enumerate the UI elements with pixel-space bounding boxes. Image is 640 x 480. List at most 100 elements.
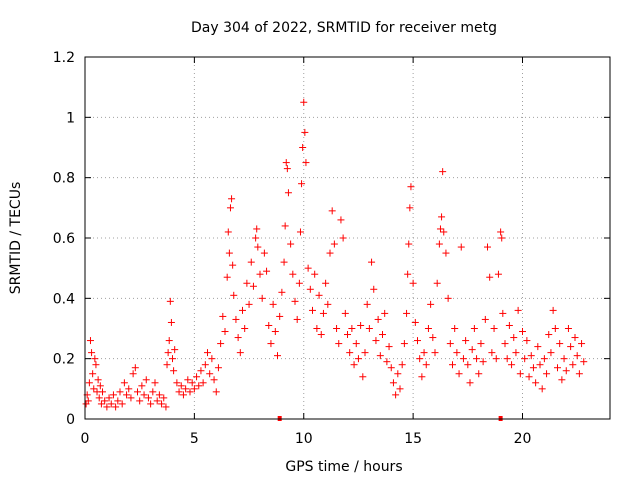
x-tick-label: 5: [190, 431, 199, 447]
data-point: [549, 306, 557, 314]
data-point: [212, 388, 220, 396]
data-point: [103, 403, 111, 411]
data-point: [289, 270, 297, 278]
data-point: [147, 400, 155, 408]
data-point: [171, 346, 179, 354]
data-point: [85, 379, 93, 387]
data-point: [433, 279, 441, 287]
x-tick-label: 10: [295, 431, 313, 447]
data-point: [253, 225, 261, 233]
data-point: [228, 195, 236, 203]
data-point: [551, 325, 559, 332]
data-point: [120, 379, 128, 387]
data-point: [142, 376, 150, 384]
data-point: [131, 364, 139, 372]
data-point: [505, 321, 513, 329]
data-point: [406, 204, 414, 212]
data-point: [300, 98, 308, 106]
data-point: [134, 388, 141, 396]
data-point: [129, 370, 137, 378]
data-point: [431, 349, 439, 357]
data-point: [206, 370, 214, 378]
data-point: [179, 391, 187, 399]
data-point: [374, 315, 382, 323]
data-point: [394, 370, 402, 378]
data-point: [136, 397, 144, 405]
data-point: [442, 249, 450, 257]
data-point: [224, 228, 232, 236]
data-point: [481, 315, 489, 323]
data-point: [249, 282, 257, 290]
data-point: [201, 361, 209, 369]
data-point: [243, 279, 251, 287]
data-point: [521, 355, 529, 363]
data-point: [265, 321, 273, 329]
data-point: [405, 240, 413, 248]
data-point: [219, 312, 227, 320]
data-point: [144, 394, 152, 402]
data-point: [298, 180, 306, 188]
data-point: [296, 228, 304, 236]
data-point: [451, 325, 459, 332]
data-point: [95, 394, 103, 402]
data-point: [97, 400, 105, 408]
data-point: [503, 355, 511, 363]
data-point: [123, 391, 131, 399]
data-point: [153, 397, 161, 405]
data-point: [88, 349, 96, 357]
data-point: [258, 294, 266, 302]
data-point: [221, 328, 229, 336]
data-point: [254, 243, 262, 251]
data-point: [438, 213, 446, 221]
data-point: [455, 370, 463, 378]
data-point: [236, 349, 244, 357]
data-point: [346, 349, 354, 357]
data-point: [396, 385, 404, 393]
data-point: [560, 355, 568, 363]
data-point: [149, 388, 157, 396]
data-point: [99, 388, 106, 396]
data-point: [411, 318, 419, 326]
data-point: [578, 340, 586, 348]
data-point: [575, 370, 583, 378]
y-tick-label: 0.8: [53, 171, 75, 187]
data-point: [523, 337, 531, 345]
data-point: [138, 382, 146, 390]
data-point: [335, 340, 343, 348]
data-point: [477, 340, 485, 348]
data-point: [182, 385, 190, 393]
data-point: [109, 391, 117, 399]
data-point: [280, 258, 288, 266]
data-point: [470, 325, 478, 332]
data-point: [162, 403, 170, 411]
data-point: [284, 189, 292, 197]
data-point: [436, 225, 444, 233]
data-point: [400, 340, 408, 348]
data-points: [82, 98, 588, 411]
data-point: [140, 391, 148, 399]
data-point: [573, 352, 581, 360]
data-point: [230, 291, 238, 299]
data-point: [164, 349, 172, 357]
data-point: [217, 340, 225, 348]
data-point: [435, 240, 443, 248]
data-point: [151, 379, 159, 387]
data-point: [326, 249, 334, 257]
data-point: [407, 183, 415, 191]
data-point: [479, 358, 487, 366]
data-point: [107, 400, 115, 408]
data-point: [267, 340, 275, 348]
data-point: [439, 168, 447, 176]
data-point: [86, 337, 94, 345]
data-point: [538, 385, 546, 393]
grid: [85, 57, 610, 419]
data-point: [274, 352, 281, 360]
data-point: [302, 159, 310, 167]
data-point: [540, 355, 548, 363]
data-point: [547, 349, 555, 357]
data-point: [484, 243, 491, 251]
data-point: [328, 207, 336, 215]
data-point: [389, 379, 397, 387]
y-tick-label: 1: [66, 110, 75, 126]
data-point: [226, 204, 234, 212]
